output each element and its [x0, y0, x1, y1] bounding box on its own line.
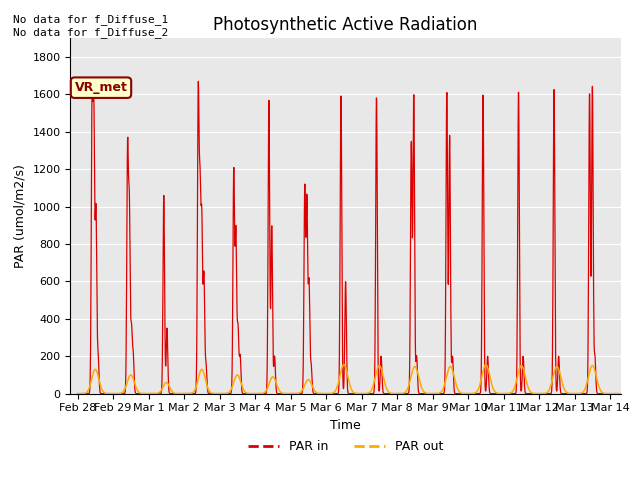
- Text: No data for f_Diffuse_1
No data for f_Diffuse_2: No data for f_Diffuse_1 No data for f_Di…: [13, 14, 168, 38]
- X-axis label: Time: Time: [330, 419, 361, 432]
- Y-axis label: PAR (umol/m2/s): PAR (umol/m2/s): [14, 164, 27, 268]
- Title: Photosynthetic Active Radiation: Photosynthetic Active Radiation: [213, 16, 478, 34]
- Text: VR_met: VR_met: [75, 81, 127, 94]
- Legend: PAR in, PAR out: PAR in, PAR out: [243, 435, 448, 458]
